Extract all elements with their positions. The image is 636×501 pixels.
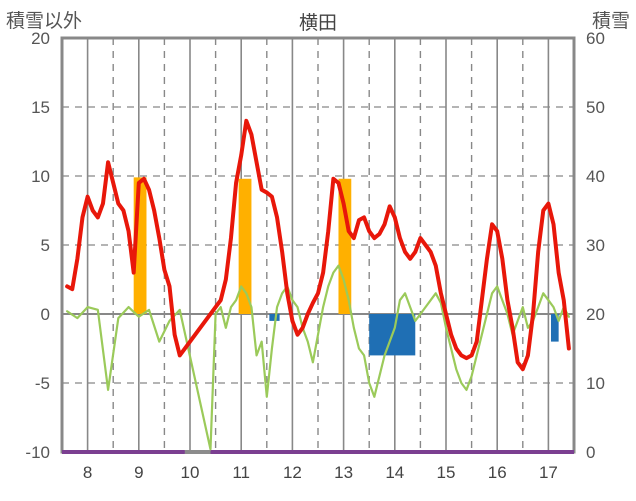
left-axis-title: 積雪以外 <box>6 6 82 33</box>
svg-text:12: 12 <box>283 463 302 482</box>
chart-root: 横田 積雪以外 積雪 20 15 10 5 0 -5 -10 60 50 40 30 20 10 0 8 9 1… <box>0 0 636 501</box>
svg-text:14: 14 <box>385 463 404 482</box>
svg-text:15: 15 <box>437 463 456 482</box>
svg-text:0: 0 <box>41 305 50 324</box>
svg-text:30: 30 <box>586 236 605 255</box>
svg-text:10: 10 <box>31 167 50 186</box>
svg-text:16: 16 <box>488 463 507 482</box>
svg-text:50: 50 <box>586 98 605 117</box>
svg-text:5: 5 <box>41 236 50 255</box>
svg-text:10: 10 <box>586 374 605 393</box>
right-axis-title: 積雪 <box>592 6 630 33</box>
svg-text:11: 11 <box>232 463 250 482</box>
svg-text:8: 8 <box>83 463 92 482</box>
chart-title: 横田 <box>0 8 636 35</box>
svg-text:20: 20 <box>586 305 605 324</box>
svg-text:-5: -5 <box>35 374 50 393</box>
svg-text:-10: -10 <box>25 443 50 462</box>
chart-svg: 20151050-5-1060504030201008 9 10 11 12 13 14 15… <box>0 0 636 501</box>
svg-text:40: 40 <box>586 167 605 186</box>
svg-text:13: 13 <box>334 463 353 482</box>
svg-text:0: 0 <box>586 443 595 462</box>
svg-text:15: 15 <box>31 98 50 117</box>
svg-text:9: 9 <box>134 463 143 482</box>
svg-text:10: 10 <box>181 463 200 482</box>
svg-text:17: 17 <box>539 463 558 482</box>
